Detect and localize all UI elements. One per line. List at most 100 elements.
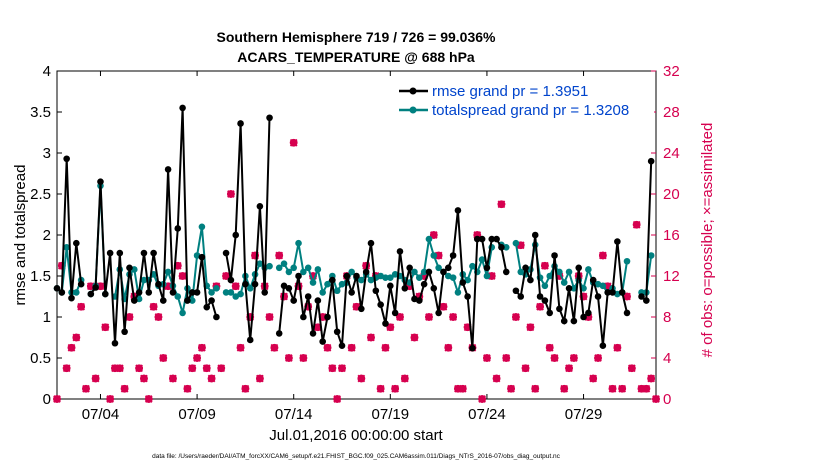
obs-assimilated-marker bbox=[521, 364, 530, 373]
spread-point bbox=[140, 276, 148, 284]
rmse-line bbox=[225, 117, 271, 341]
obs-assimilated-marker bbox=[444, 343, 453, 352]
rmse-point bbox=[464, 293, 471, 300]
x-tick-label: 07/14 bbox=[275, 406, 313, 423]
rmse-point bbox=[387, 282, 394, 290]
y-tick-label-right: 16 bbox=[663, 227, 680, 244]
rmse-point bbox=[198, 253, 206, 261]
rmse-point bbox=[256, 203, 264, 210]
rmse-point bbox=[304, 293, 312, 300]
obs-assimilated-marker bbox=[449, 313, 457, 321]
obs-assimilated-marker bbox=[231, 282, 240, 291]
obs-assimilated-marker bbox=[328, 364, 337, 373]
y-axis-label-left: rmse and totalspread bbox=[12, 165, 29, 306]
obs-assimilated-marker bbox=[483, 354, 491, 362]
spread-line bbox=[114, 226, 218, 314]
y-tick-label-left: 3.5 bbox=[30, 104, 51, 121]
obs-assimilated-marker bbox=[594, 354, 602, 362]
obs-assimilated-marker bbox=[376, 384, 385, 393]
obs-assimilated-marker bbox=[623, 292, 631, 301]
y-tick-label-left: 2 bbox=[43, 227, 51, 244]
obs-assimilated-marker bbox=[265, 313, 274, 321]
obs-assimilated-marker bbox=[565, 364, 573, 373]
spread-point bbox=[246, 285, 254, 292]
obs-assimilated-marker bbox=[193, 354, 201, 362]
obs-assimilated-marker bbox=[555, 272, 564, 280]
obs-assimilated-marker bbox=[178, 272, 187, 280]
rmse-point bbox=[102, 290, 109, 298]
obs-assimilated-marker bbox=[652, 395, 660, 403]
obs-assimilated-marker bbox=[396, 313, 404, 321]
y-tick-label-right: 12 bbox=[663, 268, 680, 285]
chart-title-line1: Southern Hemisphere 719 / 726 = 99.036% bbox=[217, 29, 497, 45]
rmse-point bbox=[546, 309, 554, 317]
obs-assimilated-marker bbox=[106, 395, 114, 403]
rmse-point bbox=[377, 301, 384, 309]
spread-point bbox=[512, 239, 520, 247]
rmse-point bbox=[111, 339, 119, 347]
rmse-point bbox=[420, 280, 428, 288]
obs-assimilated-marker bbox=[545, 343, 554, 352]
obs-assimilated-marker bbox=[425, 313, 433, 321]
rmse-point bbox=[609, 289, 616, 296]
spread-point bbox=[358, 276, 365, 284]
rmse-point bbox=[594, 293, 602, 300]
spread-point bbox=[275, 264, 283, 272]
spread-point bbox=[425, 235, 433, 243]
rmse-point bbox=[174, 225, 182, 232]
rmse-point bbox=[155, 280, 162, 288]
spread-point bbox=[556, 268, 563, 276]
legend-spread-label: totalspread grand pr = 1.3208 bbox=[432, 102, 629, 119]
legend-box bbox=[392, 80, 654, 124]
rmse-point bbox=[430, 285, 438, 292]
spread-point bbox=[319, 289, 326, 296]
spread-point bbox=[324, 280, 331, 288]
rmse-point bbox=[290, 297, 298, 304]
rmse-point bbox=[285, 285, 293, 292]
obs-assimilated-marker bbox=[541, 261, 549, 270]
legend-spread-marker bbox=[409, 106, 417, 114]
rmse-point bbox=[498, 244, 505, 251]
spread-point bbox=[304, 264, 312, 272]
obs-assimilated-marker bbox=[642, 384, 651, 393]
rmse-point bbox=[53, 285, 61, 292]
rmse-point bbox=[551, 252, 558, 259]
obs-assimilated-marker bbox=[318, 313, 327, 321]
obs-assimilated-marker bbox=[285, 354, 293, 362]
rmse-point bbox=[440, 268, 447, 276]
spread-point bbox=[387, 274, 394, 281]
obs-assimilated-marker bbox=[314, 323, 322, 332]
spread-point bbox=[580, 285, 587, 292]
obs-assimilated-marker bbox=[516, 241, 525, 250]
x-tick-label: 07/24 bbox=[468, 406, 506, 423]
obs-assimilated-marker bbox=[169, 374, 177, 383]
rmse-point bbox=[300, 313, 307, 321]
rmse-point bbox=[329, 276, 336, 284]
spread-point bbox=[285, 268, 293, 276]
rmse-point bbox=[527, 276, 534, 284]
spread-point bbox=[179, 309, 186, 317]
obs-assimilated-marker bbox=[159, 354, 168, 362]
obs-assimilated-marker bbox=[473, 231, 482, 239]
y-tick-label-right: 20 bbox=[663, 186, 680, 203]
spread-point bbox=[309, 279, 317, 286]
rmse-point bbox=[556, 305, 563, 313]
rmse-point bbox=[63, 155, 70, 163]
rmse-point bbox=[454, 207, 462, 214]
rmse-point bbox=[382, 320, 389, 327]
obs-assimilated-marker bbox=[507, 384, 515, 393]
obs-assimilated-marker bbox=[294, 282, 303, 291]
obs-assimilated-marker bbox=[140, 374, 148, 383]
obs-assimilated-marker bbox=[487, 272, 496, 280]
spread-point bbox=[565, 268, 573, 276]
obs-assimilated-marker bbox=[217, 364, 226, 373]
rmse-point bbox=[541, 297, 549, 304]
rmse-point bbox=[401, 285, 409, 292]
spread-point bbox=[164, 268, 172, 276]
x-tick-label: 07/19 bbox=[372, 406, 410, 423]
y-tick-label-left: 3 bbox=[43, 145, 51, 162]
spread-point bbox=[560, 279, 568, 286]
obs-assimilated-marker bbox=[323, 343, 332, 352]
rmse-point bbox=[145, 289, 153, 296]
